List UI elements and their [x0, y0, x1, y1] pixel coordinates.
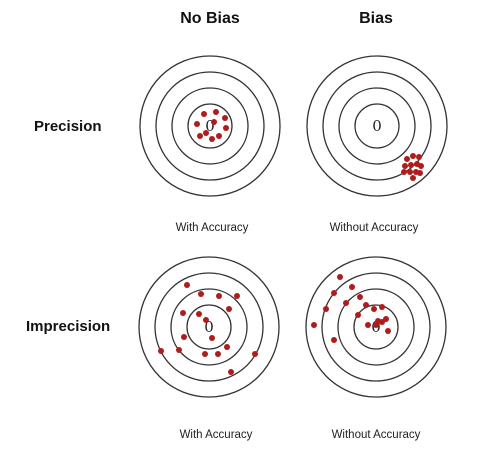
target-ring-2	[154, 272, 264, 382]
hit-dot	[203, 317, 209, 323]
hit-dot	[343, 300, 349, 306]
hit-dot	[184, 282, 190, 288]
hit-dot	[337, 274, 343, 280]
hit-dot	[194, 121, 200, 127]
target-ring-1	[139, 55, 281, 197]
hit-dot	[228, 369, 234, 375]
hit-dot	[379, 304, 385, 310]
hit-dot	[357, 294, 363, 300]
row-header-imprecision: Imprecision	[26, 318, 111, 335]
hit-dot	[371, 306, 377, 312]
column-header-bias: Bias	[359, 10, 393, 27]
hit-dot	[402, 163, 408, 169]
hit-dot	[203, 130, 209, 136]
hit-dot	[311, 322, 317, 328]
caption-without-accuracy-top: Without Accuracy	[329, 222, 419, 234]
hit-dot	[201, 111, 207, 117]
target-ring-1	[305, 256, 447, 398]
target-ring-1	[306, 55, 448, 197]
target-ring-3	[170, 288, 248, 366]
caption-without-accuracy-bottom: Without Accuracy	[331, 429, 421, 441]
hit-dot	[176, 347, 182, 353]
hit-dot	[323, 306, 329, 312]
target-ring-1	[138, 256, 280, 398]
hit-dot	[379, 319, 385, 325]
hit-dot	[234, 293, 240, 299]
hit-dot	[349, 284, 355, 290]
target-ring-2	[155, 71, 265, 181]
hit-dot	[224, 344, 230, 350]
hit-dot	[373, 322, 379, 328]
bullseye-label: 0	[204, 318, 214, 336]
hit-dot	[363, 302, 369, 308]
caption-with-accuracy-bottom: With Accuracy	[179, 429, 253, 441]
hit-dot	[401, 169, 407, 175]
hit-dot	[209, 136, 215, 142]
hit-dot	[407, 169, 413, 175]
hit-dot	[196, 311, 202, 317]
bullseye-label: 0	[205, 117, 215, 135]
hit-dot	[158, 348, 164, 354]
hit-dot	[181, 334, 187, 340]
hit-dot	[385, 328, 391, 334]
target-ring-4	[354, 103, 400, 149]
hit-dot	[365, 322, 371, 328]
target-ring-4	[353, 304, 399, 350]
hit-dot	[416, 154, 422, 160]
hit-dot	[418, 163, 424, 169]
hit-dot	[197, 133, 203, 139]
target-imprecise-unbiased: 0	[138, 256, 280, 398]
target-ring-4	[187, 103, 233, 149]
hit-dot	[198, 291, 204, 297]
column-header-no-bias: No Bias	[180, 10, 240, 27]
hit-dot	[252, 351, 258, 357]
target-ring-2	[322, 71, 432, 181]
hit-dot	[209, 335, 215, 341]
target-ring-4	[186, 304, 232, 350]
hit-dot	[180, 310, 186, 316]
hit-dot	[331, 290, 337, 296]
target-ring-3	[337, 288, 415, 366]
hit-dot	[408, 162, 414, 168]
caption-with-accuracy-top: With Accuracy	[175, 222, 249, 234]
target-ring-3	[338, 87, 416, 165]
target-precise-unbiased: 0	[139, 55, 281, 197]
hit-dot	[417, 170, 423, 176]
hit-dot	[213, 109, 219, 115]
hit-dot	[211, 119, 217, 125]
hit-dot	[404, 156, 410, 162]
hit-dot	[410, 153, 416, 159]
hit-dot	[226, 306, 232, 312]
hit-dot	[216, 133, 222, 139]
hit-dot	[222, 115, 228, 121]
hit-dot	[331, 337, 337, 343]
hit-dot	[215, 351, 221, 357]
hit-dot	[216, 293, 222, 299]
target-ring-2	[321, 272, 431, 382]
target-ring-3	[171, 87, 249, 165]
target-imprecise-biased: 0	[305, 256, 447, 398]
hit-dot	[410, 175, 416, 181]
hit-dot	[202, 351, 208, 357]
hit-dot	[355, 312, 361, 318]
target-precise-biased: 0	[306, 55, 448, 197]
bullseye-label: 0	[372, 117, 382, 135]
row-header-precision: Precision	[34, 118, 102, 135]
hit-dot	[223, 125, 229, 131]
